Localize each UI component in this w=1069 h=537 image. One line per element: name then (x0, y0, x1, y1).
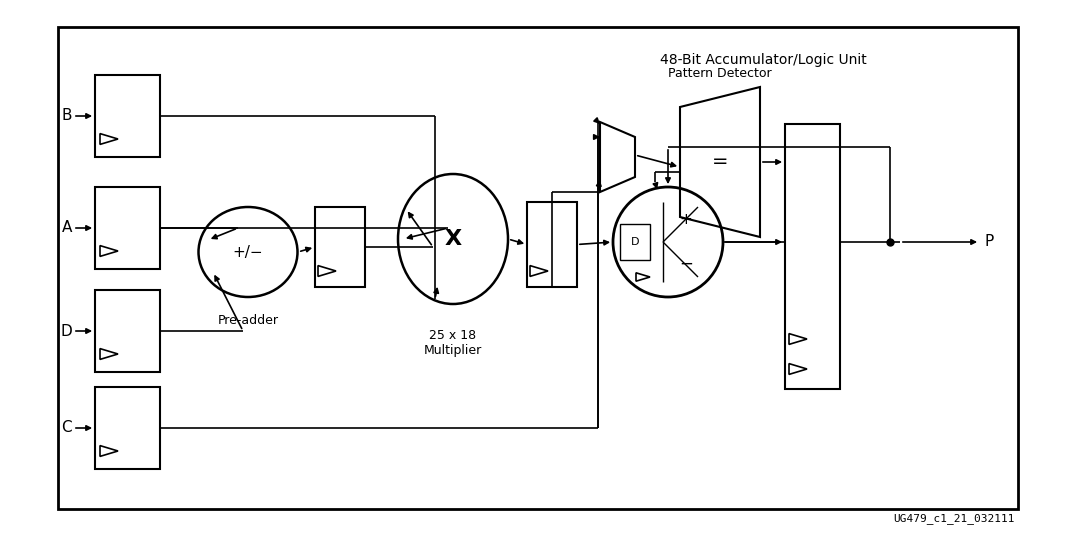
Bar (95, 75, 160, 157)
Bar (95, 290, 160, 372)
Text: D: D (631, 237, 639, 247)
Text: Pattern Detector: Pattern Detector (668, 67, 772, 80)
Bar (620, 224, 650, 260)
Bar (58, 27, 1018, 509)
Text: P: P (985, 235, 994, 250)
Text: D: D (60, 323, 72, 338)
Text: UG479_c1_21_032111: UG479_c1_21_032111 (894, 513, 1014, 525)
Bar (95, 387, 160, 469)
Bar (315, 207, 365, 287)
Text: C: C (61, 420, 72, 436)
Bar (527, 202, 577, 287)
Bar (95, 187, 160, 269)
Text: +: + (680, 213, 693, 228)
Text: 25 x 18
Multiplier: 25 x 18 Multiplier (424, 329, 482, 357)
Text: X: X (445, 229, 462, 249)
Text: A: A (62, 221, 72, 236)
Text: Pre-adder: Pre-adder (217, 314, 279, 326)
Text: −: − (679, 255, 693, 273)
Bar (785, 124, 840, 389)
Text: =: = (712, 153, 728, 171)
Text: B: B (62, 108, 72, 124)
Text: +/−: +/− (233, 244, 263, 259)
Text: 48-Bit Accumulator/Logic Unit: 48-Bit Accumulator/Logic Unit (660, 53, 867, 67)
